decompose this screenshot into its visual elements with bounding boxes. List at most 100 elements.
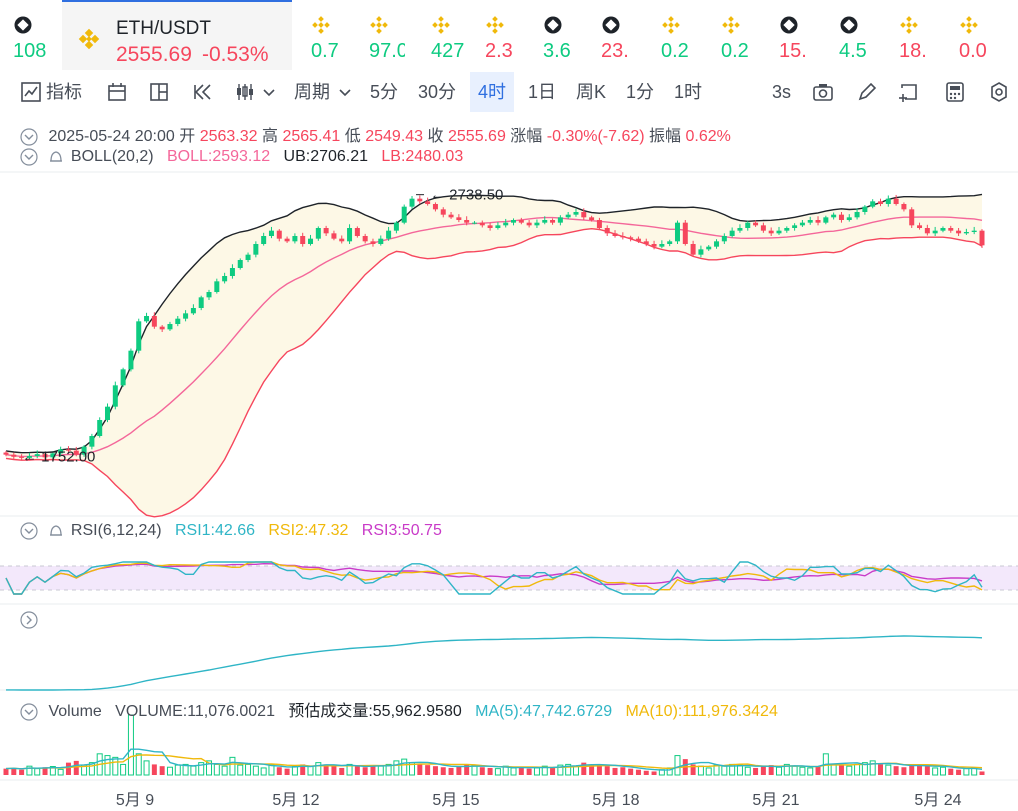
coin-icon [602,16,620,34]
candle-body [932,230,938,234]
interval-1m[interactable]: 1分 [626,82,655,102]
ticker-value: 0.2 [661,40,689,62]
interval-5m[interactable]: 5分 [370,82,399,102]
volume-bar [448,767,454,775]
candle-body [877,201,883,204]
collapse-chevron-icon[interactable] [20,148,38,166]
max-price-label: ← 2738.50 [430,187,503,204]
volume-bar [651,771,657,775]
volume-bar [166,766,173,776]
ticker-tab[interactable]: 15. [766,0,824,70]
ticker-value: 97.0 [369,40,405,62]
ticker-value: 4.5 [839,40,867,62]
volume-ma10: MA(10):111,976.3424 [625,703,778,720]
ticker-tab[interactable]: 4.5 [826,0,884,70]
bell-icon[interactable] [48,522,64,540]
ticker-value: 2.3 [485,40,513,62]
interval-1d[interactable]: 1日 [528,82,557,102]
volume-name: Volume [48,703,102,720]
interval-30m[interactable]: 30分 [418,82,457,102]
collapse-chevron-icon[interactable] [20,128,38,146]
template-icon[interactable] [148,81,170,103]
replay-icon[interactable] [192,81,214,103]
ticker-tab[interactable]: 18. [886,0,944,70]
candle-body [885,198,891,204]
volume-bar [620,767,626,775]
settings-icon[interactable] [988,81,1010,103]
volume-bar [550,767,556,775]
volume-bar [252,765,259,776]
refresh-rate[interactable]: 3s [772,82,792,102]
expand-chevron-icon[interactable] [20,611,38,629]
candle-body [386,230,392,239]
candle-body [440,209,446,215]
boll-mid-line [5,216,983,458]
ticker-value: 0.2 [721,40,749,62]
ticker-tab-active[interactable]: ETH/USDT 2555.69 -0.53% [62,0,292,70]
candle-body [838,214,844,220]
candle-body [714,241,720,247]
volume-bar [127,714,134,776]
bnb-icon [312,16,330,34]
pencil-icon[interactable] [856,81,878,103]
volume-bar [901,767,907,775]
volume-bar [518,767,524,775]
interval-1h[interactable]: 1时 [674,82,703,102]
candle-body [635,238,641,242]
rsi1-line [5,561,983,595]
change-value: -0.30%(-7.62) [546,128,645,145]
x-tick-label: 5月 24 [914,792,961,809]
volume-estimate: 预估成交量:55,962.9580 [288,703,462,720]
volume-bar [721,765,728,776]
camera-icon[interactable] [812,81,834,103]
volume-bar [799,766,806,776]
ticker-tab[interactable]: 3.6 [530,0,588,70]
collapse-chevron-icon[interactable] [20,522,38,540]
ticker-value: 23. [601,40,629,62]
ticker-tab[interactable]: 97.0 [356,0,418,70]
volume-bar [565,763,572,776]
ticker-tab[interactable]: 23. [588,0,646,70]
chevron-down-icon[interactable] [262,81,276,103]
chevron-down-icon[interactable] [338,81,352,103]
ticker-tab[interactable]: 2.3 [472,0,530,70]
volume-bar [705,767,712,776]
open-value: 2563.32 [199,128,258,145]
candle-body [120,369,126,386]
layout-icon[interactable] [106,81,128,103]
candle-body [674,222,680,242]
calculator-icon[interactable] [944,81,966,103]
interval-1w[interactable]: 周K [576,82,607,102]
volume-bar [112,756,119,776]
candle-body [479,222,485,226]
candle-body [409,198,415,207]
collapse-chevron-icon[interactable] [20,703,38,721]
volume-bar [760,766,766,775]
candle-body [144,316,150,322]
bell-icon[interactable] [48,148,64,166]
candle-body [511,220,517,223]
interval-4h[interactable]: 4时 [470,72,515,112]
ticker-tab[interactable]: 108 [0,0,58,70]
volume-bar [34,768,41,776]
add-chart-icon[interactable] [898,81,920,103]
candle-body [542,220,548,223]
candle-body [11,454,17,457]
ticker-tab[interactable]: 427 [418,0,476,70]
ticker-tab[interactable]: 0.7 [298,0,356,70]
candle-type-icon[interactable] [234,81,256,103]
indicator-button[interactable]: 指标 [46,82,82,102]
indicator-icon[interactable] [20,81,42,103]
volume-bar [783,763,790,776]
bnb-icon [486,16,504,34]
ticker-tab[interactable]: 0.2 [648,0,706,70]
candle-body [323,228,329,234]
bnb-icon [900,16,918,34]
ticker-tab[interactable]: 0.2 [708,0,768,70]
ticker-tab[interactable]: 0.0 [946,0,1004,70]
candle-body [347,228,353,242]
volume-bar [354,766,360,775]
period-dropdown[interactable]: 周期 [294,82,330,102]
candle-body [34,454,40,456]
